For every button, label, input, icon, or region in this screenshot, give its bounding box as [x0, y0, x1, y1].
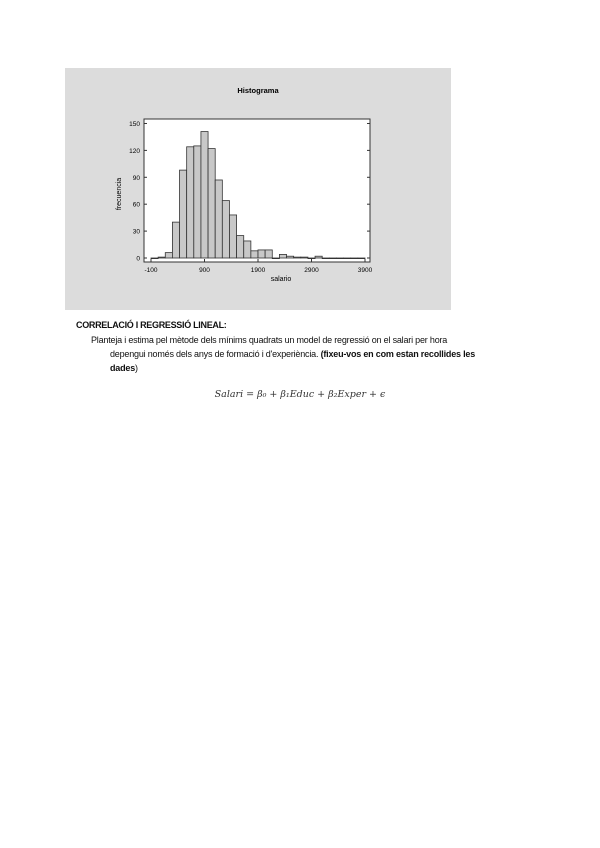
section-heading: CORRELACIÓ I REGRESSIÓ LINEAL:	[76, 320, 227, 330]
paragraph-bold-text-end: dades	[110, 363, 136, 373]
histogram-bar	[328, 257, 337, 260]
histogram-bar	[271, 257, 280, 260]
histogram-bar	[214, 179, 223, 259]
histogram-bar	[257, 249, 266, 259]
y-tick-label: 60	[133, 202, 141, 209]
paragraph-text: depengui només dels anys de formació i d…	[110, 349, 321, 359]
histogram-bar	[300, 256, 309, 259]
paragraph-line-1: Planteja i estima pel mètode dels mínims…	[91, 335, 448, 345]
exercise-paragraph: Planteja i estima pel mètode dels mínims…	[91, 333, 511, 375]
histogram-bar	[307, 257, 316, 260]
regression-formula: Salari = β₀ + β₁Educ + β₂Exper + ϵ	[214, 389, 386, 400]
histogram-bar	[293, 256, 302, 259]
histogram-bar	[264, 249, 273, 259]
paragraph-close-paren: )	[135, 363, 138, 373]
y-tick-label: 0	[136, 256, 140, 263]
paragraph-line-2: depengui només dels anys de formació i d…	[91, 347, 511, 361]
histogram-chart: Histograma salario frecuencia -100 900 190…	[65, 68, 451, 310]
paragraph-bold-text: (fixeu-vos en com estan recollides les	[320, 349, 476, 359]
histogram-bar	[171, 221, 180, 259]
histogram-bar	[314, 255, 323, 259]
y-axis-label: frecuencia	[116, 178, 123, 210]
x-tick-label: 3900	[358, 267, 373, 274]
x-axis-label: salario	[271, 276, 292, 283]
chart-title: Histograma	[237, 86, 279, 95]
histogram-bar	[179, 169, 188, 259]
y-tick-label: 90	[133, 175, 141, 182]
histogram-bar	[250, 250, 259, 259]
histogram-bar	[150, 257, 159, 260]
histogram-bar	[193, 145, 202, 259]
x-tick-label: -100	[144, 267, 157, 274]
histogram-bar	[343, 257, 352, 260]
paragraph-line-3: dades)	[91, 361, 511, 375]
y-tick-label: 150	[129, 121, 140, 128]
y-tick-label: 120	[129, 148, 140, 155]
histogram-bar	[243, 240, 252, 259]
histogram-bar	[186, 146, 195, 259]
histogram-bar	[221, 200, 230, 259]
y-tick-label: 30	[133, 229, 141, 236]
histogram-bar	[278, 254, 287, 259]
histogram-bar	[229, 214, 237, 259]
histogram-bar	[357, 257, 366, 260]
histogram-bar	[336, 257, 344, 260]
histogram-bar	[321, 257, 330, 260]
x-tick-label: 900	[199, 267, 210, 274]
histogram-bar	[157, 256, 166, 259]
x-tick-label: 1900	[251, 267, 266, 274]
histogram-svg: Histograma salario frecuencia -100 900 190…	[116, 86, 373, 283]
histogram-bar	[286, 255, 295, 259]
histogram-bar	[236, 235, 245, 259]
histogram-bar	[350, 257, 359, 260]
histogram-bar	[164, 252, 173, 259]
histogram-bar	[200, 131, 209, 259]
x-tick-label: 2900	[304, 267, 319, 274]
histogram-bar	[207, 148, 216, 259]
